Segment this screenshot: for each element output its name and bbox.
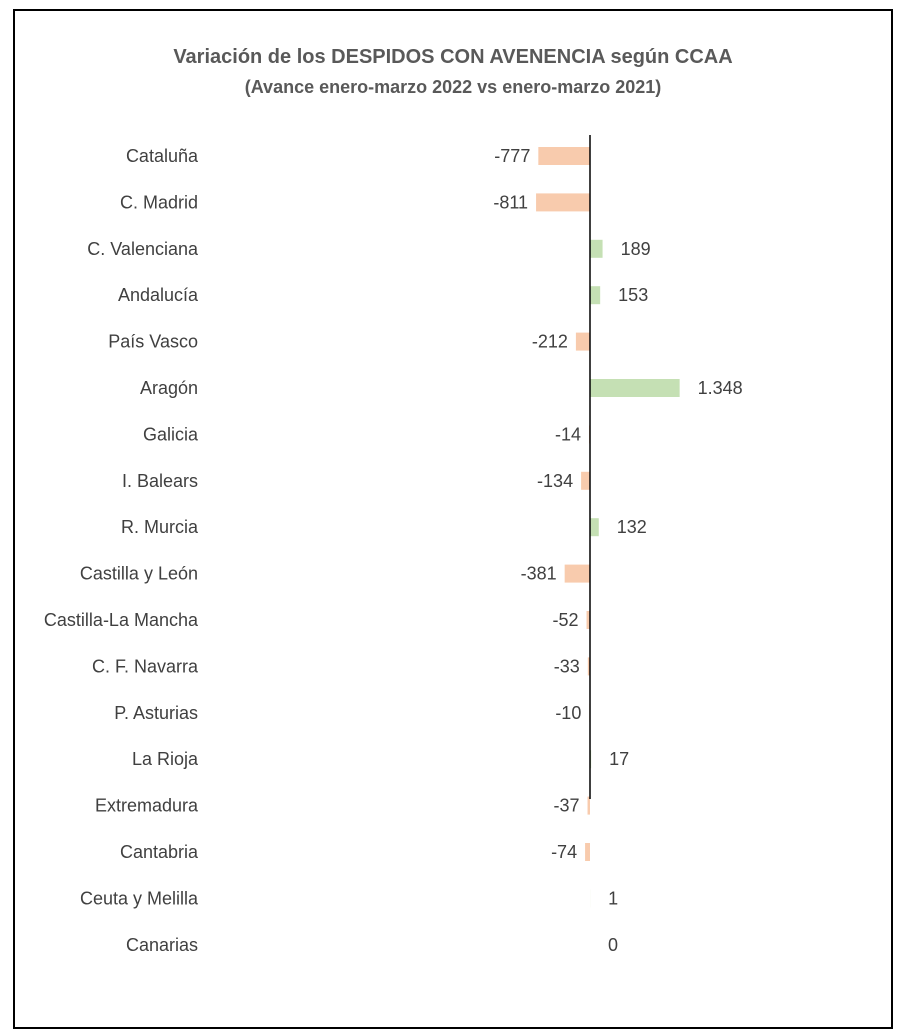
category-label: P. Asturias xyxy=(114,703,198,723)
bar xyxy=(536,193,590,211)
bar xyxy=(588,797,590,815)
data-label: -212 xyxy=(532,332,568,352)
data-label: -10 xyxy=(555,703,581,723)
data-label: 153 xyxy=(618,285,648,305)
data-label: 17 xyxy=(609,749,629,769)
category-label: Canarias xyxy=(126,935,198,955)
category-label: Cataluña xyxy=(126,146,199,166)
data-label: 0 xyxy=(608,935,618,955)
bar xyxy=(576,333,590,351)
category-label: I. Balears xyxy=(122,471,198,491)
bar xyxy=(590,518,599,536)
bar xyxy=(565,565,590,583)
bar xyxy=(590,240,603,258)
data-label: -33 xyxy=(554,656,580,676)
data-label: -74 xyxy=(551,842,577,862)
data-label: -52 xyxy=(553,610,579,630)
category-label: C. Madrid xyxy=(120,192,198,212)
bar xyxy=(585,843,590,861)
data-label: 1.348 xyxy=(698,378,743,398)
category-label: C. Valenciana xyxy=(87,239,199,259)
category-label: Aragón xyxy=(140,378,198,398)
category-label: Cantabria xyxy=(120,842,199,862)
category-label: La Rioja xyxy=(132,749,199,769)
category-label: País Vasco xyxy=(108,332,198,352)
data-label: 132 xyxy=(617,517,647,537)
category-label: Castilla y León xyxy=(80,564,198,584)
bar xyxy=(590,379,680,397)
category-label: Extremadura xyxy=(95,796,199,816)
bar xyxy=(590,286,600,304)
data-label: 1 xyxy=(608,888,618,908)
data-label: -777 xyxy=(494,146,530,166)
category-label: Galicia xyxy=(143,424,199,444)
bar xyxy=(581,472,590,490)
data-label: -381 xyxy=(521,564,557,584)
category-label: Andalucía xyxy=(118,285,199,305)
category-label: Castilla-La Mancha xyxy=(44,610,199,630)
data-label: -811 xyxy=(493,192,528,212)
category-label: C. F. Navarra xyxy=(92,656,199,676)
category-label: R. Murcia xyxy=(121,517,199,537)
data-label: 189 xyxy=(621,239,651,259)
category-label: Ceuta y Melilla xyxy=(80,888,199,908)
data-label: -37 xyxy=(554,796,580,816)
data-label: -134 xyxy=(537,471,573,491)
data-label: -14 xyxy=(555,424,581,444)
bar xyxy=(538,147,590,165)
